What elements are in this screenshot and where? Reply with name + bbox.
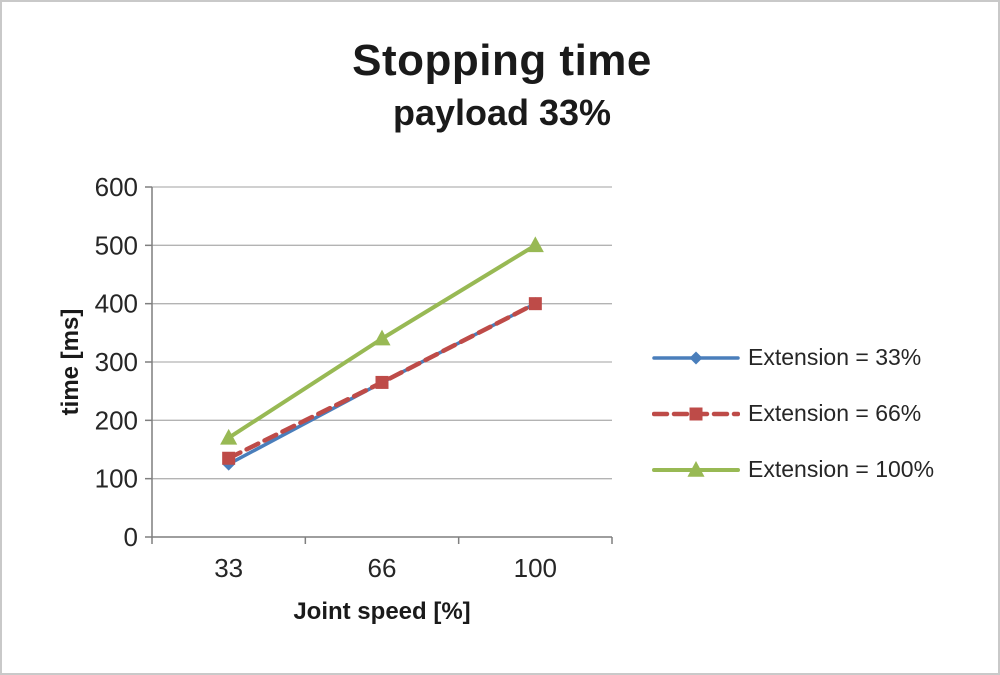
legend-entry: Extension = 100% <box>652 456 934 483</box>
legend-label: Extension = 66% <box>748 400 922 426</box>
x-tick-label: 100 <box>514 553 557 583</box>
triangle-marker <box>220 428 238 445</box>
legend-entry: Extension = 33% <box>652 344 934 371</box>
y-tick-label: 200 <box>95 405 138 435</box>
legend-sample <box>652 460 740 477</box>
legend-sample <box>652 351 740 364</box>
legend: Extension = 33% Extension = 66% Extension … <box>652 344 934 483</box>
legend-entry: Extension = 66% <box>652 400 934 427</box>
x-tick-label: 66 <box>368 553 397 583</box>
square-marker <box>375 375 389 389</box>
x-tick-label: 33 <box>214 553 243 583</box>
legend-label: Extension = 100% <box>748 456 935 482</box>
y-tick-label: 300 <box>95 347 138 377</box>
y-tick-label: 100 <box>95 464 138 494</box>
triangle-marker <box>373 329 391 346</box>
y-tick-label: 0 <box>124 522 138 552</box>
diamond-marker <box>689 351 703 364</box>
legend-label: Extension = 33% <box>748 344 922 370</box>
triangle-marker <box>526 236 544 253</box>
y-tick-label: 600 <box>95 172 138 202</box>
triangle-marker <box>687 460 705 477</box>
square-marker <box>222 451 236 465</box>
x-axis-label: Joint speed [%] <box>293 598 471 625</box>
y-tick-label: 400 <box>95 289 138 319</box>
chart-title: Stopping time <box>352 36 652 85</box>
y-tick-label: 500 <box>95 230 138 260</box>
chart-subtitle: payload 33% <box>392 92 612 133</box>
legend-sample <box>652 407 740 420</box>
square-marker <box>689 407 703 420</box>
square-marker <box>528 297 542 311</box>
